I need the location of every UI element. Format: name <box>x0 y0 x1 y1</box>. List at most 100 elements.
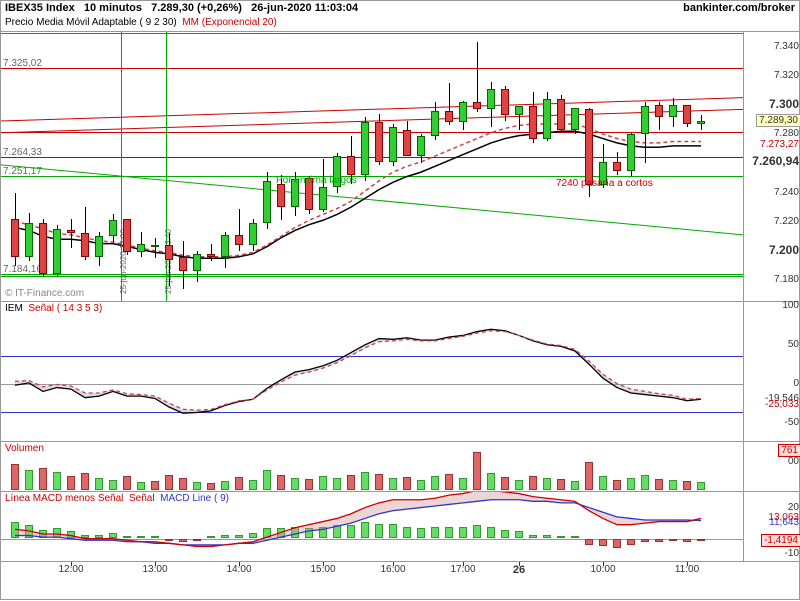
candle[interactable] <box>277 184 285 207</box>
volume-bar[interactable] <box>571 481 579 490</box>
candle[interactable] <box>515 106 523 115</box>
volume-bar[interactable] <box>11 464 19 490</box>
candle[interactable] <box>375 122 383 161</box>
candle[interactable] <box>319 187 327 210</box>
candle[interactable] <box>361 122 369 175</box>
candle[interactable] <box>529 106 537 138</box>
candle[interactable] <box>683 105 691 124</box>
volume-bar[interactable] <box>277 475 285 490</box>
volume-bar[interactable] <box>347 475 355 490</box>
candle[interactable] <box>151 245 159 247</box>
candle[interactable] <box>11 219 19 257</box>
volume-bar[interactable] <box>193 482 201 490</box>
candle[interactable] <box>109 220 117 236</box>
volume-bar[interactable] <box>445 474 453 490</box>
candle[interactable] <box>95 236 103 256</box>
volume-bar[interactable] <box>473 452 481 490</box>
volume-bar[interactable] <box>599 476 607 490</box>
candle[interactable] <box>473 102 481 109</box>
candle[interactable] <box>81 233 89 256</box>
candle[interactable] <box>67 230 75 233</box>
volume-bar[interactable] <box>67 476 75 490</box>
volume-bar[interactable] <box>585 462 593 490</box>
candle[interactable] <box>389 127 397 162</box>
candle[interactable] <box>641 106 649 134</box>
candle[interactable] <box>137 244 145 253</box>
candle[interactable] <box>249 223 257 245</box>
macd-panel[interactable]: Línea MACD menos Señal Señal MACD Line (… <box>1 491 800 561</box>
volume-bar[interactable] <box>669 480 677 490</box>
candle[interactable] <box>39 223 47 274</box>
candle[interactable] <box>53 229 61 274</box>
volume-bar[interactable] <box>95 478 103 490</box>
candle[interactable] <box>487 89 495 109</box>
volume-bar[interactable] <box>389 478 397 490</box>
candle[interactable] <box>501 89 509 115</box>
volume-bar[interactable] <box>207 483 215 490</box>
candle[interactable] <box>571 108 579 130</box>
volume-bar[interactable] <box>683 481 691 490</box>
volume-bar[interactable] <box>333 478 341 490</box>
volume-bar[interactable] <box>417 480 425 490</box>
candle[interactable] <box>669 105 677 117</box>
volume-bar[interactable] <box>179 478 187 490</box>
volume-bar[interactable] <box>305 479 313 490</box>
candle[interactable] <box>179 257 187 272</box>
volume-bar[interactable] <box>431 476 439 490</box>
volume-bar[interactable] <box>151 481 159 490</box>
candle[interactable] <box>25 223 33 257</box>
volume-bar[interactable] <box>123 476 131 490</box>
volume-bar[interactable] <box>137 482 145 490</box>
volume-bar[interactable] <box>641 475 649 490</box>
volume-bar[interactable] <box>487 473 495 490</box>
candle[interactable] <box>417 136 425 156</box>
candle[interactable] <box>347 156 355 175</box>
candle[interactable] <box>459 102 467 122</box>
volume-bar[interactable] <box>109 480 117 490</box>
volume-bar[interactable] <box>25 470 33 490</box>
volume-bar[interactable] <box>221 481 229 490</box>
volume-bar[interactable] <box>53 472 61 490</box>
candle[interactable] <box>585 109 593 185</box>
candle[interactable] <box>697 121 705 124</box>
volume-bar[interactable] <box>375 474 383 490</box>
volume-bar[interactable] <box>543 478 551 490</box>
candle[interactable] <box>543 99 551 138</box>
price-panel[interactable]: 7.325,027.264,337.251,177.184,1625-jun-2… <box>1 31 800 301</box>
volume-bar[interactable] <box>697 482 705 490</box>
volume-bar[interactable] <box>361 472 369 490</box>
volume-bar[interactable] <box>81 473 89 490</box>
volume-bar[interactable] <box>655 479 663 490</box>
volume-bar[interactable] <box>263 470 271 490</box>
candle[interactable] <box>207 254 215 257</box>
volume-bar[interactable] <box>291 478 299 490</box>
volume-bar[interactable] <box>39 468 47 490</box>
volume-bar[interactable] <box>515 480 523 490</box>
candle[interactable] <box>557 99 565 130</box>
candle[interactable] <box>627 134 635 170</box>
candle[interactable] <box>235 235 243 245</box>
iem-panel[interactable]: IEM Señal ( 14 3 5 3) -50050100-19,546-2… <box>1 301 800 441</box>
volume-bar[interactable] <box>403 477 411 490</box>
volume-bar[interactable] <box>249 480 257 490</box>
candle[interactable] <box>431 111 439 136</box>
volume-bar[interactable] <box>319 476 327 490</box>
candle[interactable] <box>123 219 131 253</box>
volume-bar[interactable] <box>459 478 467 490</box>
volume-bar[interactable] <box>501 477 509 490</box>
candle[interactable] <box>221 235 229 257</box>
volume-bar[interactable] <box>627 478 635 490</box>
volume-bar[interactable] <box>235 477 243 490</box>
candle[interactable] <box>403 130 411 156</box>
volume-bar[interactable] <box>529 476 537 490</box>
candle[interactable] <box>165 245 173 260</box>
candle[interactable] <box>613 162 621 171</box>
candle[interactable] <box>263 181 271 223</box>
volume-bar[interactable] <box>557 479 565 490</box>
candle[interactable] <box>193 254 201 272</box>
volume-panel[interactable]: Volumen 76100 <box>1 441 800 491</box>
candle[interactable] <box>655 105 663 117</box>
volume-bar[interactable] <box>613 480 621 490</box>
volume-bar[interactable] <box>165 475 173 490</box>
candle[interactable] <box>445 111 453 123</box>
